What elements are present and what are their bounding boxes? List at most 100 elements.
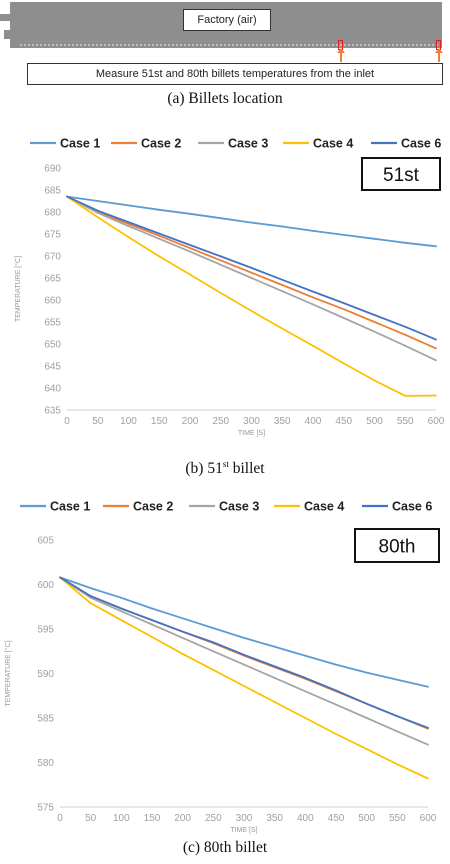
case-badge-label: 80th [379, 537, 416, 558]
data-point-1-8 [312, 296, 314, 299]
case-badge [354, 528, 440, 563]
data-point-2-7 [281, 290, 284, 293]
data-point-0-7 [281, 225, 284, 228]
legend-label-0: Case 1 [60, 137, 100, 151]
x-tick-label: 150 [144, 813, 161, 824]
data-point-4-3 [158, 232, 161, 235]
data-point-4-10 [373, 314, 376, 316]
y-tick-label: 635 [44, 406, 61, 417]
y-tick-label: 605 [37, 536, 54, 547]
y-axis-title: TEMPERATURE [°C] [14, 256, 22, 322]
data-point-1-9 [342, 308, 345, 311]
x-tick-label: 400 [305, 416, 322, 427]
chart-80th-billet: Case 1 Case 2 Case 3 Case 4 Case 6 80th 575 580… [4, 500, 440, 834]
y-tick-label: 585 [37, 714, 54, 725]
y-tick-label: 575 [37, 803, 54, 814]
data-point-4-6 [250, 266, 253, 269]
legend-label-2: Case 3 [228, 137, 268, 151]
data-point-1-10 [373, 321, 376, 323]
data-point-0-1 [89, 587, 92, 589]
data-point-1-3 [158, 234, 161, 237]
x-tick-label: 350 [266, 813, 283, 824]
y-tick-label: 680 [44, 208, 61, 219]
x-tick-label: 450 [328, 813, 345, 824]
data-point-3-9 [342, 362, 345, 365]
series-line-0 [59, 576, 429, 688]
data-point-3-7 [281, 327, 284, 330]
data-point-0-9 [335, 663, 337, 666]
data-point-0-3 [158, 208, 161, 211]
y-tick-label: 650 [44, 340, 61, 351]
data-point-3-11 [396, 763, 399, 766]
factory-label: Factory (air) [183, 9, 271, 31]
data-point-4-0 [59, 576, 61, 579]
data-point-0-8 [304, 654, 307, 657]
data-point-4-5 [219, 255, 222, 258]
x-axis-title: TIME [S] [230, 827, 257, 834]
data-point-2-2 [120, 610, 123, 613]
data-point-2-7 [273, 677, 276, 679]
y-tick-label: 590 [37, 669, 54, 680]
data-point-0-4 [189, 212, 191, 215]
data-point-1-11 [404, 333, 407, 336]
data-point-4-8 [312, 290, 314, 293]
x-tick-label: 500 [366, 416, 383, 427]
caption-a: (a) Billets location [167, 90, 283, 107]
data-point-2-3 [151, 623, 153, 626]
data-point-3-8 [304, 717, 307, 719]
y-axis-title: TEMPERATURE [°C] [4, 640, 12, 706]
data-point-2-4 [181, 637, 184, 639]
data-point-0-8 [312, 230, 314, 232]
data-point-0-5 [219, 217, 222, 220]
data-point-4-6 [243, 653, 245, 656]
data-point-3-3 [158, 255, 161, 258]
data-point-2-9 [342, 317, 345, 319]
x-tick-label: 300 [243, 416, 260, 427]
data-point-0-12 [435, 245, 437, 248]
y-tick-label: 645 [44, 362, 61, 373]
y-tick-label: 675 [44, 230, 61, 241]
data-point-0-3 [151, 607, 153, 610]
x-tick-label: 0 [57, 813, 63, 824]
data-point-4-2 [127, 221, 130, 224]
x-tick-label: 150 [151, 416, 168, 427]
data-point-0-10 [365, 671, 368, 674]
data-point-1-4 [189, 247, 191, 249]
data-point-2-2 [127, 225, 130, 227]
x-tick-label: 200 [174, 813, 191, 824]
data-point-4-1 [96, 209, 99, 212]
x-tick-label: 600 [420, 813, 437, 824]
data-point-3-8 [312, 344, 314, 347]
data-point-0-6 [250, 221, 253, 224]
y-tick-label: 640 [44, 384, 61, 395]
data-point-2-9 [335, 703, 337, 706]
x-axis-title: TIME [S] [238, 430, 265, 437]
data-point-2-10 [365, 717, 368, 719]
data-point-4-11 [404, 325, 407, 328]
data-point-1-2 [127, 222, 130, 225]
data-point-3-12 [427, 777, 429, 780]
case-badge-label: 51st [383, 165, 420, 186]
data-point-4-11 [396, 715, 399, 718]
caption-b-suffix: billet [228, 460, 265, 478]
data-point-0-10 [373, 237, 376, 240]
data-point-2-12 [435, 359, 437, 362]
data-point-4-4 [189, 244, 191, 246]
data-point-3-4 [189, 273, 191, 276]
x-tick-label: 50 [92, 416, 104, 427]
x-tick-label: 100 [120, 416, 137, 427]
data-point-0-2 [120, 596, 123, 599]
data-point-3-6 [250, 310, 253, 312]
data-point-4-1 [89, 595, 92, 597]
data-point-3-11 [404, 395, 407, 397]
data-point-3-10 [373, 379, 376, 382]
y-tick-label: 600 [37, 580, 54, 591]
data-point-3-10 [365, 748, 368, 751]
x-tick-label: 450 [335, 416, 352, 427]
series-line-2 [59, 576, 429, 746]
x-tick-label: 200 [182, 416, 199, 427]
data-point-4-8 [304, 677, 307, 679]
x-tick-label: 550 [397, 416, 414, 427]
x-tick-label: 300 [236, 813, 253, 824]
data-point-4-4 [181, 630, 184, 633]
